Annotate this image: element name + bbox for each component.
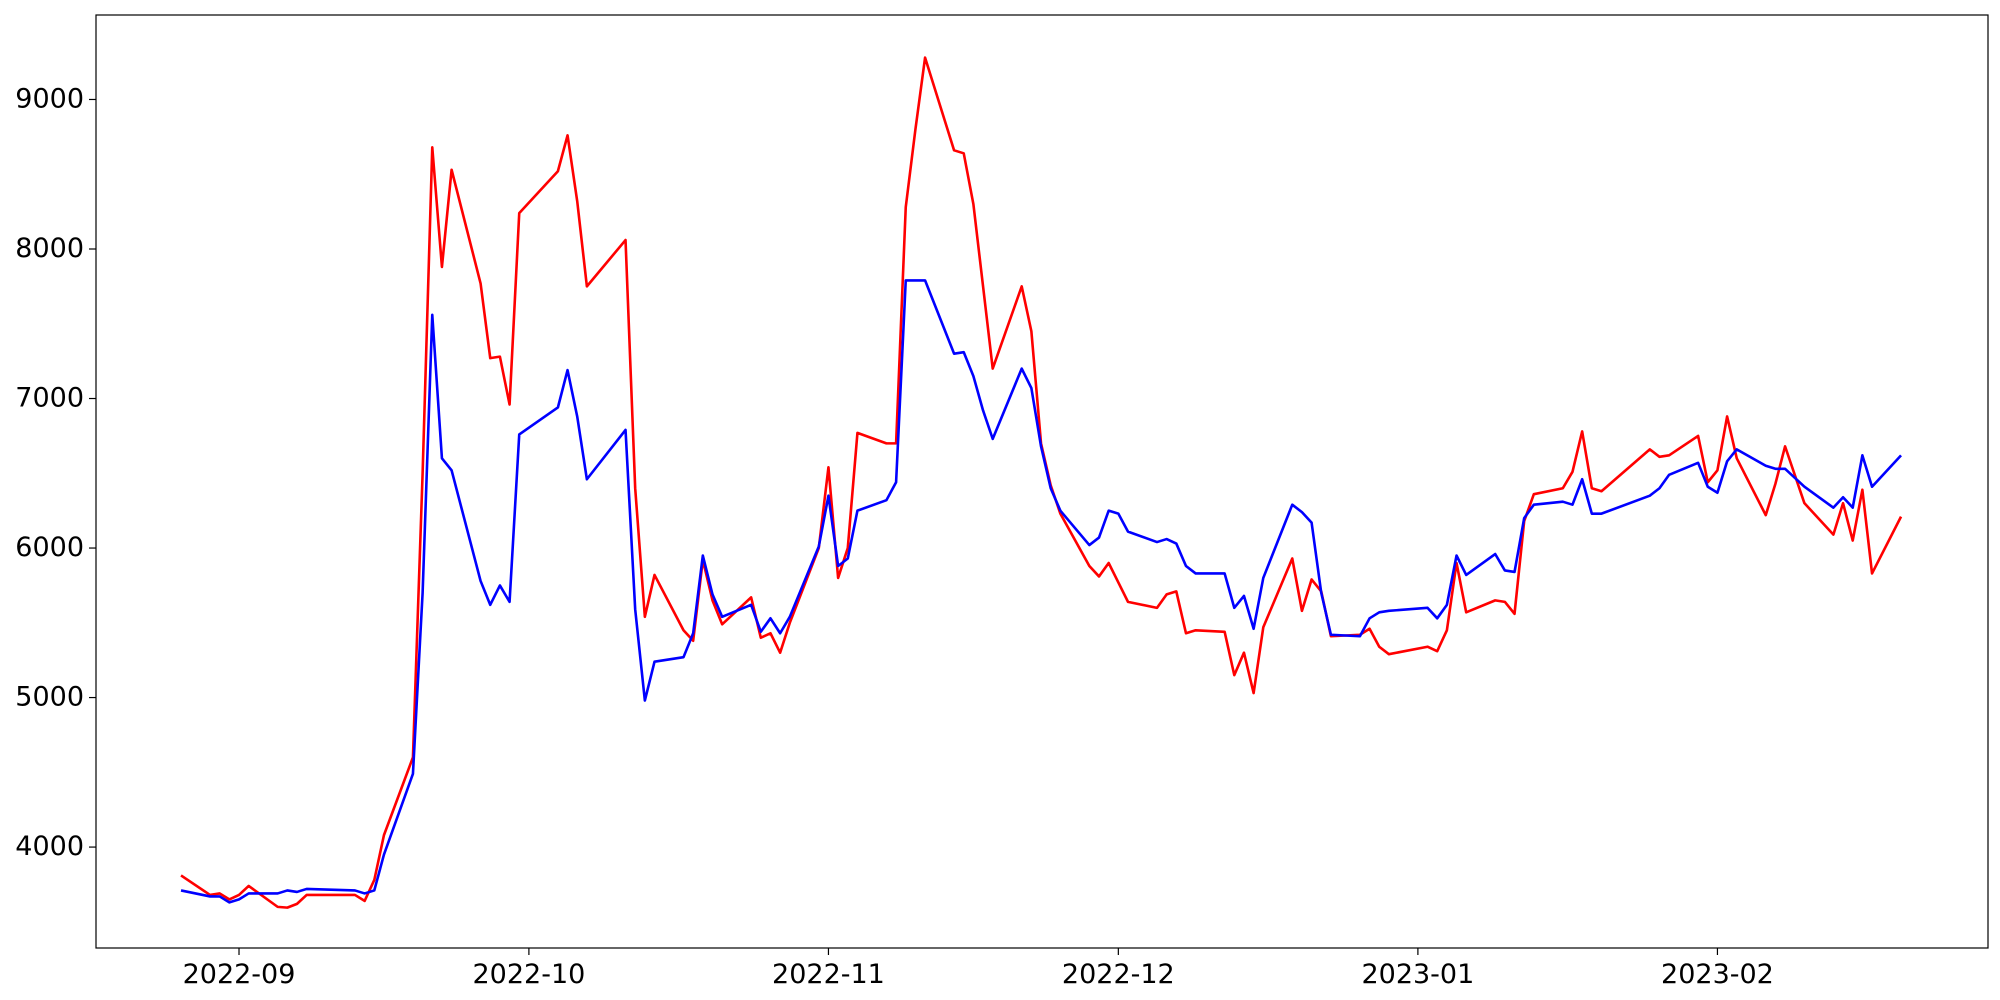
- y-tick-label: 9000: [15, 83, 84, 114]
- series-line: [180, 279, 1902, 904]
- y-tick-label: 6000: [15, 532, 84, 563]
- series-line: [180, 56, 1903, 909]
- y-tick-label: 5000: [15, 682, 84, 713]
- x-tick-label: 2022-11: [772, 959, 885, 990]
- x-tick-label: 2022-12: [1062, 959, 1175, 990]
- y-tick-label: 7000: [15, 383, 84, 414]
- x-tick-label: 2022-09: [183, 959, 296, 990]
- y-tick-label: 8000: [15, 233, 84, 264]
- y-tick-label: 4000: [15, 831, 84, 862]
- x-tick-label: 2023-02: [1661, 959, 1774, 990]
- x-tick-label: 2023-01: [1361, 959, 1474, 990]
- x-tick-label: 2022-10: [472, 959, 585, 990]
- plot-frame: [95, 14, 1989, 949]
